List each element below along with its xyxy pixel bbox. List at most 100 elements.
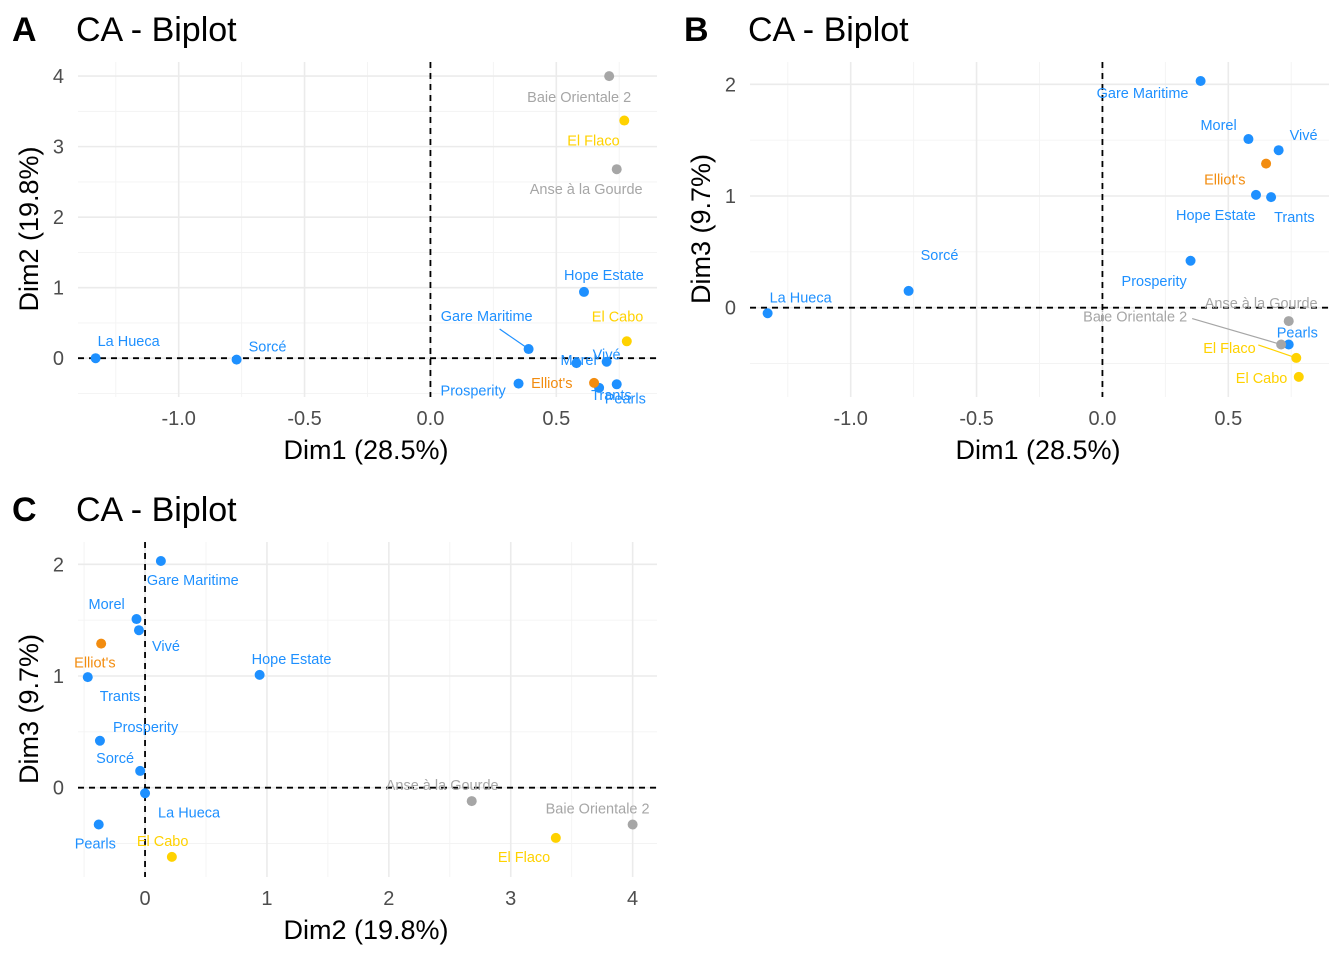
panel-a-x-tick-label: -0.5 — [287, 408, 321, 430]
panel-c-x-tick-label: 0 — [139, 888, 150, 910]
panel-c-y-axis-title: Dim3 (9.7%) — [14, 634, 44, 784]
panel-c-y-tick-label: 0 — [53, 778, 64, 800]
panel-c-x-tick-label: 2 — [383, 888, 394, 910]
panel-c-point — [133, 625, 144, 636]
panel-b-point — [1195, 75, 1206, 86]
panel-b-point-label: Gare Maritime — [1097, 86, 1189, 102]
panel-b-point — [1185, 255, 1196, 266]
panel-a-title: CA - Biplot — [76, 11, 237, 49]
panel-b-point-label: Hope Estate — [1176, 208, 1256, 224]
panel-c-x-axis-title: Dim2 (19.8%) — [283, 915, 448, 945]
panel-c-point — [627, 819, 638, 830]
panel-c-point-label: La Hueca — [158, 805, 221, 821]
panel-c-point-label: Pearls — [75, 837, 116, 853]
panel-a-x-axis-title: Dim1 (28.5%) — [283, 435, 448, 465]
panel-c-point-label: Prosperity — [113, 720, 179, 736]
panel-c-point-label: Elliot's — [74, 656, 115, 672]
panel-a-y-tick-label: 0 — [53, 348, 64, 370]
panel-b-point — [1283, 316, 1294, 327]
panel-c-point — [135, 765, 146, 776]
panel-b-point — [1250, 189, 1261, 200]
panel-a-point-label: La Hueca — [98, 334, 161, 350]
panel-a-point — [231, 354, 242, 365]
panel-a-point — [611, 379, 622, 390]
panel-a-point — [523, 344, 534, 355]
panel-a-point — [513, 378, 524, 389]
panel-c-point-label: El Flaco — [498, 850, 550, 866]
panel-a-point-label: Pearls — [605, 391, 646, 407]
panel-b-point-label: Baie Orientale 2 — [1083, 310, 1187, 326]
panel-a-point — [621, 336, 632, 347]
panel-c-point — [155, 555, 166, 566]
panel-a-point — [90, 353, 101, 364]
panel-a-point-label: El Cabo — [592, 309, 644, 325]
panel-b-point-label: Prosperity — [1122, 274, 1188, 290]
panel-b-point-label: Elliot's — [1204, 173, 1245, 189]
panel-a-point-label: Baie Orientale 2 — [527, 90, 631, 106]
panel-b-title: CA - Biplot — [748, 11, 909, 49]
panel-b-point-label: Trants — [1274, 210, 1315, 226]
panel-b-point-label: Pearls — [1277, 326, 1318, 342]
panel-c-point — [96, 638, 107, 649]
panel-a-point — [589, 377, 600, 388]
panel-c-point — [94, 735, 105, 746]
panel-c-point-label: Vivé — [152, 639, 180, 655]
panel-letter-a: A — [12, 11, 37, 49]
panel-c-point-label: Morel — [89, 597, 125, 613]
panel-a-point — [578, 286, 589, 297]
panel-b-point — [1293, 371, 1304, 382]
panel-c-title: CA - Biplot — [76, 491, 237, 529]
panel-b-y-axis-title: Dim3 (9.7%) — [686, 154, 716, 304]
panel-letter-b: B — [684, 11, 709, 49]
panel-a-point-label: Hope Estate — [564, 268, 644, 284]
panel-a-point-label: Prosperity — [441, 384, 507, 400]
panel-c-point — [166, 851, 177, 862]
panel-a-point — [619, 115, 630, 126]
panel-a-y-tick-label: 2 — [53, 207, 64, 229]
panel-b-point — [1243, 134, 1254, 145]
panel-a-plot-area: -1.0 -0.5 0.0 0.5 0 1 2 3 4 La Hueca Sorcé Gare Mar… — [53, 62, 657, 430]
panel-a-point — [601, 356, 612, 367]
panel-b-point-label: Vivé — [1290, 128, 1318, 144]
panel-b: B CA - Biplot -1.0 -0.5 0.0 0.5 0 1 2 La Hueca S… — [684, 11, 1329, 465]
panel-c-point — [131, 614, 142, 625]
panel-a-x-tick-label: 0.0 — [417, 408, 445, 430]
panel-a-leader-line — [499, 328, 529, 350]
panel-c-y-tick-label: 1 — [53, 666, 64, 688]
panel-b-point-label: El Cabo — [1236, 371, 1288, 387]
panel-b-point — [1266, 192, 1277, 203]
panel-a-y-tick-label: 1 — [53, 278, 64, 300]
panel-c-point-label: Anse à la Gourde — [386, 778, 499, 794]
panel-a-x-tick-label: 0.5 — [542, 408, 570, 430]
panel-b-point-label: Anse à la Gourde — [1205, 296, 1318, 312]
panel-a-y-tick-label: 4 — [53, 66, 64, 88]
panel-b-x-tick-label: -0.5 — [959, 408, 993, 430]
panel-b-point-label: La Hueca — [770, 290, 833, 306]
panel-b-point — [903, 285, 914, 296]
panel-b-y-tick-label: 1 — [725, 186, 736, 208]
panel-a-point — [604, 71, 615, 82]
panel-b-point — [762, 308, 773, 319]
panel-b-point-label: El Flaco — [1203, 341, 1255, 357]
panel-b-x-tick-label: 0.5 — [1214, 408, 1242, 430]
panel-a-point-label: Elliot's — [531, 376, 572, 392]
panel-b-y-tick-label: 2 — [725, 74, 736, 96]
panel-b-point-label: Sorcé — [921, 248, 959, 264]
panel-b-x-axis-title: Dim1 (28.5%) — [955, 435, 1120, 465]
panel-b-point — [1273, 145, 1284, 156]
panel-c-y-tick-label: 2 — [53, 554, 64, 576]
panel-b-plot-area: -1.0 -0.5 0.0 0.5 0 1 2 La Hueca Sorcé Gare Marit… — [725, 62, 1329, 430]
panel-b-y-tick-label: 0 — [725, 298, 736, 320]
panel-a-point — [611, 164, 622, 175]
panel-c-x-tick-label: 3 — [505, 888, 516, 910]
panel-b-x-tick-label: -1.0 — [833, 408, 867, 430]
panel-c-point — [140, 788, 151, 799]
panel-c-point-label: El Cabo — [137, 834, 189, 850]
panel-a-y-tick-label: 3 — [53, 137, 64, 159]
panel-b-point-label: Morel — [1200, 118, 1236, 134]
panel-c-point — [550, 832, 561, 843]
panel-a-point — [571, 358, 582, 369]
panel-a-x-tick-label: -1.0 — [161, 408, 195, 430]
panel-a: A CA - Biplot -1.0 -0.5 0.0 0.5 0 1 2 3 4 La Huec… — [12, 11, 657, 465]
